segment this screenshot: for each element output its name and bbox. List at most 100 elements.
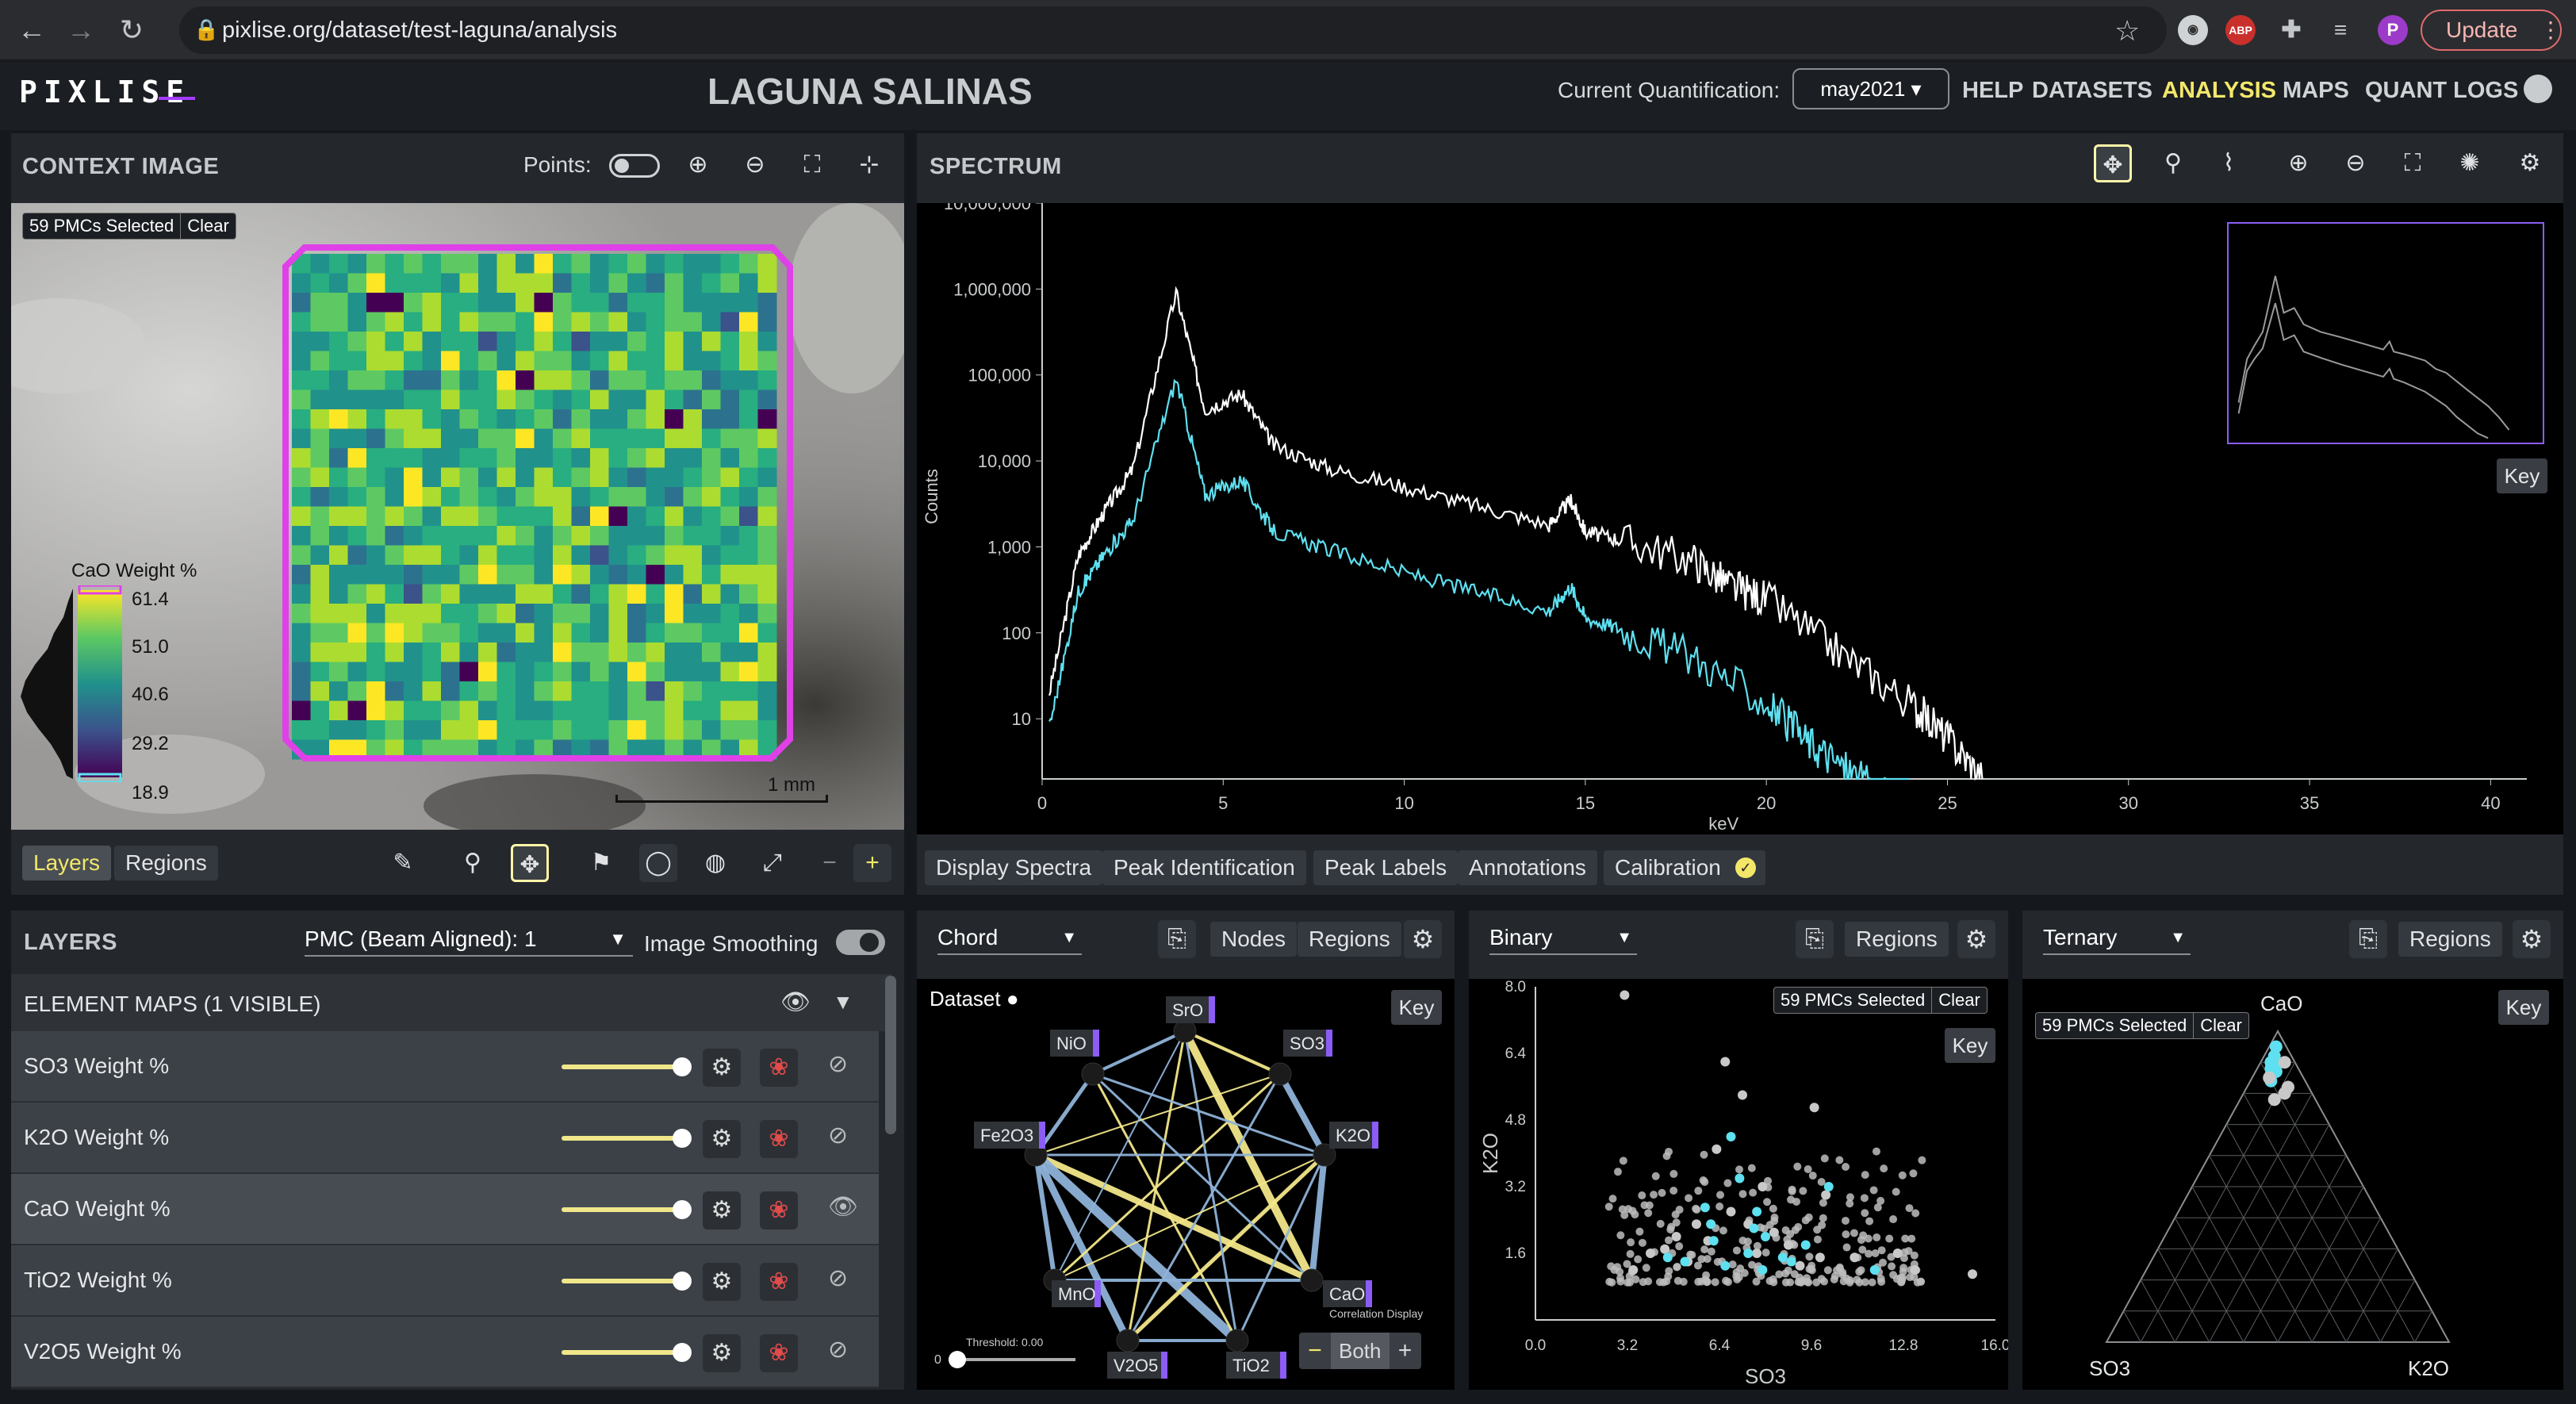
pan-tool-icon[interactable]: ✥ <box>2094 144 2132 182</box>
layers-scrollbar[interactable] <box>884 976 898 1388</box>
brush-tool-icon[interactable]: ⚑ <box>590 850 612 876</box>
plus-icon[interactable]: + <box>1397 1337 1413 1364</box>
clear-selection-button[interactable]: Clear <box>180 213 229 239</box>
regions-button[interactable]: Regions <box>1845 922 1949 957</box>
binary-chart-area[interactable]: 0.0 3.2 6.4 9.6 12.8 16.0 8.0 6.4 4.8 3.2 1.6 SO3 K2… <box>1469 979 2010 1390</box>
back-icon[interactable]: ← <box>17 13 46 46</box>
chord-chart-area[interactable]: SrO SO3 K2O CaO TiO2 V2O5 MnO Fe2O3 NiO Dataset … <box>917 979 1455 1390</box>
puzzle-extensions-icon[interactable]: ✚ <box>2281 17 2302 43</box>
fit-all-icon[interactable]: ⛶ <box>2404 150 2421 176</box>
spectrum-select-tool-icon[interactable]: ⌇ <box>2222 150 2235 176</box>
eye-hidden-icon[interactable]: ⊘ <box>828 1337 849 1363</box>
forward-icon[interactable]: → <box>67 13 95 46</box>
tab-regions[interactable]: Regions <box>114 846 218 880</box>
tab-peak-labels[interactable]: Peak Labels <box>1313 850 1459 885</box>
pixlise-logo[interactable]: PIXLISE <box>19 75 195 109</box>
export-icon[interactable]: ⎘ <box>1158 920 1196 958</box>
clear-selection-button[interactable]: Clear <box>2193 1013 2242 1038</box>
chord-node[interactable] <box>1313 1143 1336 1167</box>
eye-hidden-icon[interactable]: ⊘ <box>828 1265 849 1291</box>
spectrum-minimap[interactable] <box>2227 222 2544 444</box>
layer-row[interactable]: SO3 Weight % ⚙ ❀ ⊘ <box>11 1031 879 1103</box>
element-maps-group[interactable]: ELEMENT MAPS (1 VISIBLE) 👁 ▼ <box>11 974 891 1031</box>
chord-node[interactable] <box>1268 1062 1292 1086</box>
opacity-slider[interactable] <box>562 1129 692 1148</box>
layer-row[interactable]: TiO2 Weight % ⚙ ❀ ⊘ <box>11 1245 879 1317</box>
ternary-type-select[interactable]: Ternary ▼ <box>2043 920 2191 955</box>
tab-layers[interactable]: Layers <box>22 846 112 880</box>
pencil-icon[interactable]: ✎ <box>393 850 413 876</box>
settings-gear-icon[interactable]: ⚙ <box>703 1334 741 1372</box>
lasso-tool-icon[interactable]: ◯ <box>639 844 677 882</box>
minus-icon[interactable]: − <box>1308 1337 1322 1364</box>
user-avatar[interactable] <box>2524 75 2552 103</box>
peak-fit-icon[interactable]: ✺ <box>2459 150 2480 176</box>
layer-row[interactable]: V2O5 Weight % ⚙ ❀ ⊘ <box>11 1317 879 1388</box>
pan-tool-icon[interactable]: ✥ <box>511 844 549 882</box>
eye-icon[interactable]: 👁 <box>828 1194 859 1220</box>
rgb-mix-icon[interactable]: ❀ <box>760 1263 798 1301</box>
settings-gear-icon[interactable]: ⚙ <box>703 1263 741 1301</box>
profile-avatar[interactable]: P <box>2378 15 2408 45</box>
correlation-toggle[interactable]: − Both + <box>1299 1333 1421 1369</box>
zoom-tool-icon[interactable]: ⚲ <box>2164 150 2182 176</box>
address-bar[interactable]: 🔒 pixlise.org/dataset/test-laguna/analys… <box>179 6 2167 54</box>
reload-icon[interactable]: ↻ <box>119 13 144 46</box>
layer-row[interactable]: CaO Weight % ⚙ ❀ 👁 <box>11 1174 879 1245</box>
palette-icon[interactable]: ◍ <box>704 850 726 876</box>
opacity-slider[interactable] <box>562 1057 692 1076</box>
tab-display-spectra[interactable]: Display Spectra <box>925 850 1103 885</box>
rgb-mix-icon[interactable]: ❀ <box>760 1334 798 1372</box>
rgb-mix-icon[interactable]: ❀ <box>760 1120 798 1158</box>
opacity-slider[interactable] <box>562 1200 692 1219</box>
update-button[interactable]: Update ⋮ <box>2421 10 2562 51</box>
nav-analysis[interactable]: ANALYSIS <box>2162 78 2276 103</box>
media-queue-icon[interactable]: ≡ <box>2333 17 2348 42</box>
settings-gear-icon[interactable]: ⚙ <box>703 1120 741 1158</box>
zoom-tool-icon[interactable]: ⚲ <box>464 850 481 876</box>
chord-node[interactable] <box>1300 1268 1324 1292</box>
plus-icon[interactable]: + <box>853 844 891 882</box>
both-button[interactable]: Both <box>1331 1333 1390 1369</box>
minus-icon[interactable]: − <box>822 850 837 876</box>
settings-gear-icon[interactable]: ⚙ <box>703 1191 741 1229</box>
image-smoothing-toggle[interactable] <box>836 930 885 955</box>
zoom-out-icon[interactable]: ⊖ <box>745 152 765 178</box>
spectrum-key-button[interactable]: Key <box>2497 458 2547 493</box>
eye-hidden-icon[interactable]: ⊘ <box>828 1122 849 1149</box>
chord-node[interactable] <box>1225 1329 1249 1352</box>
chord-type-select[interactable]: Chord ▼ <box>937 920 1082 955</box>
binary-key-button[interactable]: Key <box>1945 1028 1995 1063</box>
settings-gear-icon[interactable]: ⚙ <box>1957 920 1995 958</box>
nav-quant-logs[interactable]: QUANT LOGS <box>2365 78 2519 103</box>
tab-calibration[interactable]: Calibration ✓ <box>1604 850 1765 885</box>
colorbar[interactable] <box>70 585 141 782</box>
pmc-select[interactable]: PMC (Beam Aligned): 1 ▼ <box>305 922 633 957</box>
points-toggle[interactable] <box>609 154 660 178</box>
tab-peak-identification[interactable]: Peak Identification <box>1102 850 1306 885</box>
regions-button[interactable]: Regions <box>2398 922 2502 957</box>
bookmark-star-icon[interactable]: ☆ <box>2114 14 2141 47</box>
nav-help[interactable]: HELP <box>1962 78 2024 103</box>
nodes-button[interactable]: Nodes <box>1210 922 1297 957</box>
eye-hidden-icon[interactable]: ⊘ <box>828 1051 849 1077</box>
settings-gear-icon[interactable]: ⚙ <box>703 1049 741 1087</box>
zoom-out-icon[interactable]: ⊖ <box>2345 150 2366 176</box>
fit-selection-icon[interactable]: ⊹ <box>859 152 880 178</box>
nav-maps[interactable]: MAPS <box>2283 78 2349 103</box>
chord-node[interactable] <box>1081 1062 1105 1086</box>
export-icon[interactable]: ⎘ <box>1796 920 1834 958</box>
settings-gear-icon[interactable]: ⚙ <box>1404 920 1442 958</box>
regions-button[interactable]: Regions <box>1298 922 1401 957</box>
chord-node[interactable] <box>1116 1329 1140 1352</box>
chord-key-button[interactable]: Key <box>1391 990 1442 1025</box>
zoom-in-icon[interactable]: ⊕ <box>688 152 708 178</box>
tab-annotations[interactable]: Annotations <box>1458 850 1597 885</box>
export-icon[interactable]: ⎘ <box>2349 920 2387 958</box>
fit-all-icon[interactable]: ⛶ <box>803 152 821 178</box>
threshold-slider[interactable] <box>949 1351 1075 1368</box>
opacity-slider[interactable] <box>562 1272 692 1291</box>
opacity-slider[interactable] <box>562 1343 692 1362</box>
eye-icon[interactable]: 👁 <box>780 989 811 1015</box>
settings-gear-icon[interactable]: ⚙ <box>2513 920 2551 958</box>
